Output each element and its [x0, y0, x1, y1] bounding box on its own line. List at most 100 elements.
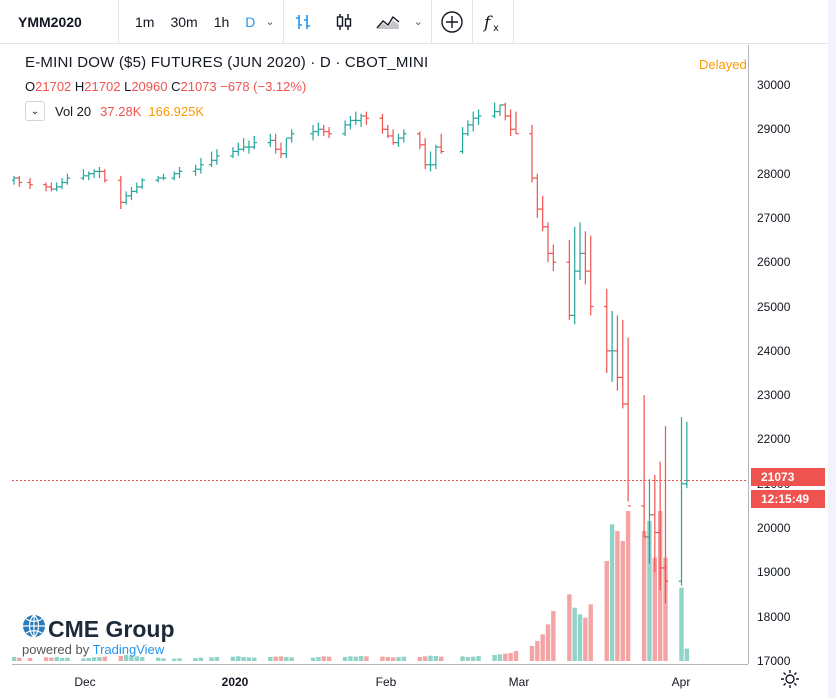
collapse-chevron-down-icon[interactable]: ⌄	[25, 101, 45, 121]
ohlc-bar	[251, 135, 258, 150]
volume-bar	[289, 657, 294, 661]
volume-bar	[508, 653, 513, 661]
ohlc-bar	[571, 226, 578, 325]
time-tick-mar: Mar	[508, 675, 530, 689]
svg-text:f: f	[482, 13, 493, 33]
ohlc-bar	[534, 173, 541, 218]
volume-value: 37.28K	[100, 103, 142, 119]
ohlc-bar	[315, 122, 322, 136]
volume-bar	[54, 657, 59, 661]
ohlc-bar	[566, 240, 573, 320]
ohlc-bar	[433, 144, 439, 170]
chart-style-chevron-down-icon[interactable]: ⌄	[413, 16, 423, 28]
volume-bar	[652, 557, 657, 661]
volume-bar	[503, 653, 508, 661]
ohlc-bar	[27, 178, 33, 190]
compare-icon[interactable]	[364, 0, 412, 44]
ohlc-bar	[176, 166, 183, 179]
time-axis[interactable]: Dec 2020 Feb Mar Apr	[12, 664, 748, 699]
ohlc-bar	[507, 109, 514, 136]
price-tick: 30000	[757, 78, 791, 92]
volume-bar	[471, 656, 476, 661]
volume-bar	[230, 656, 236, 661]
volume-bar	[604, 561, 609, 661]
price-tick: 23000	[757, 388, 791, 403]
ohlc-bar	[646, 479, 653, 564]
timeframe-1m[interactable]: 1m	[135, 13, 155, 30]
volume-bar	[86, 658, 91, 661]
gear-icon[interactable]	[780, 669, 800, 689]
volume-bar	[97, 657, 102, 661]
ohlc-bar	[240, 138, 247, 152]
ohlc-bar	[603, 288, 610, 373]
ohlc-readout: O21702 H21702 L20960 C21073 −678 (−3.12%…	[25, 79, 306, 94]
ohlc-bar	[497, 104, 503, 117]
ohlc-bar	[53, 182, 60, 192]
add-indicator-icon[interactable]	[432, 0, 472, 44]
ohlc-bar	[401, 129, 407, 143]
ohlc-bar	[470, 111, 477, 132]
volume-bar	[161, 658, 166, 661]
volume-bar	[214, 657, 220, 661]
volume-bar	[273, 656, 278, 661]
ohlc-bar	[208, 151, 215, 167]
volume-bar	[139, 657, 145, 661]
price-axis[interactable]: 30000 29000 28000 27000 26000 25000 24000 23000…	[748, 45, 829, 668]
powered-by: powered by TradingView	[22, 642, 164, 657]
timeframe-30m[interactable]: 30m	[170, 13, 198, 30]
volume-bar	[236, 656, 241, 661]
ohlc-bar	[91, 169, 97, 179]
ohlc-bar	[101, 169, 108, 183]
ohlc-bar	[641, 395, 647, 538]
volume-bar	[433, 656, 439, 661]
time-tick-feb: Feb	[375, 675, 397, 689]
volume-bar	[583, 617, 588, 661]
ohlc-bar	[283, 137, 290, 159]
change-value: −678 (−3.12%)	[220, 79, 307, 94]
price-chart[interactable]	[11, 45, 748, 664]
volume-bar	[134, 656, 140, 661]
volume-bar	[615, 531, 620, 661]
ohlc-bar	[310, 124, 316, 141]
candles-icon[interactable]	[324, 0, 364, 44]
ohlc-bar	[652, 474, 658, 573]
price-tick: 17000	[757, 654, 791, 668]
ohlc-bar	[465, 120, 471, 136]
toolbar-divider	[282, 0, 284, 44]
low-label: L	[124, 79, 132, 94]
volume-bar	[647, 521, 652, 661]
ohlc-bar	[59, 178, 65, 190]
volume-bar	[663, 557, 668, 661]
volume-bar	[620, 541, 625, 661]
high-label: H	[74, 79, 85, 94]
volume-bar	[390, 657, 396, 661]
globe-icon	[22, 614, 46, 643]
open-label: O	[25, 79, 36, 94]
price-tick: 20000	[757, 521, 791, 536]
ohlc-bar	[625, 337, 631, 507]
tradingview-link[interactable]: TradingView	[92, 642, 165, 657]
scrollbar-gutter	[828, 0, 836, 698]
volume-bar	[417, 657, 423, 661]
high-value: 21702	[84, 79, 121, 94]
timeframe-d[interactable]: D	[245, 13, 256, 30]
volume-bar	[81, 658, 86, 661]
timeframe-chevron-down-icon[interactable]: ⌄	[265, 16, 275, 28]
ohlc-bar	[529, 124, 535, 183]
ohlc-bar	[417, 131, 423, 150]
volume-bar	[551, 611, 556, 661]
volume-bar	[513, 651, 519, 661]
symbol-search[interactable]: YMM2020	[18, 13, 82, 30]
toolbar-divider	[430, 0, 432, 44]
volume-bar	[428, 655, 433, 661]
ohlc-bar	[118, 175, 124, 210]
timeframe-1h[interactable]: 1h	[213, 13, 230, 30]
toolbar-divider	[512, 0, 514, 44]
bar-style-icon[interactable]	[284, 0, 324, 44]
volume-legend: ⌄ Vol 20 37.28K 166.925K	[25, 101, 204, 121]
volume-bar	[172, 658, 177, 661]
ohlc-bar	[155, 175, 161, 183]
ohlc-bar	[267, 133, 274, 148]
chart-pane[interactable]	[11, 45, 748, 664]
